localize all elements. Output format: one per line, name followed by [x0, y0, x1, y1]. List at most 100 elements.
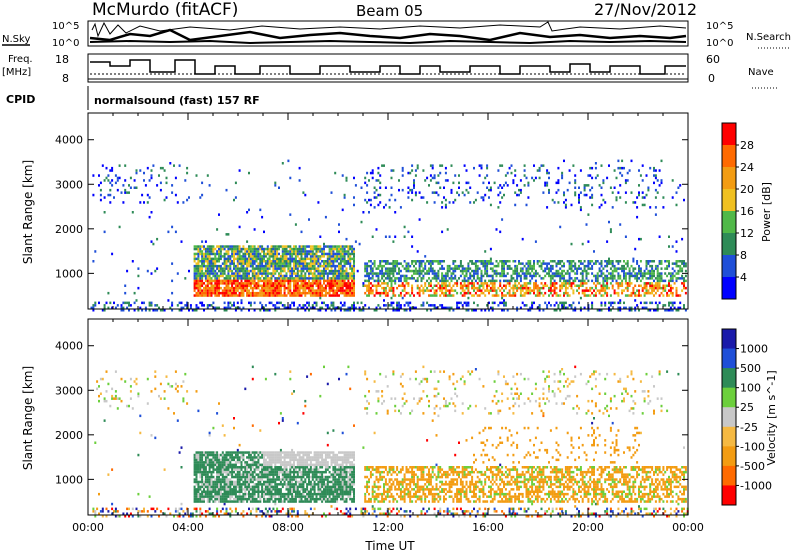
echo-cell [506, 291, 509, 295]
echo-cell [341, 269, 344, 273]
echo-cell [589, 188, 592, 192]
echo-cell [242, 456, 245, 459]
echo-cell [308, 291, 310, 295]
echo-cell [531, 301, 534, 305]
echo-cell [146, 201, 149, 204]
echo-cell [428, 269, 430, 273]
echo-cell [326, 252, 329, 256]
echo-cell [366, 284, 369, 287]
echo-cell [559, 272, 562, 275]
echo-cell [289, 247, 292, 251]
echo-cell [270, 279, 273, 283]
echo-cell [259, 289, 262, 292]
echo-cell [600, 164, 603, 167]
echo-cell [336, 306, 339, 310]
echo-cell [495, 269, 498, 273]
echo-cell [531, 304, 534, 307]
echo-cell [664, 267, 667, 270]
echo-cell [246, 473, 249, 476]
echo-cell [450, 279, 453, 283]
echo-cell [579, 206, 582, 209]
echo-cell [474, 267, 477, 270]
echo-cell [279, 260, 282, 263]
echo-cell [236, 279, 239, 283]
echo-cell [349, 255, 352, 258]
echo-cell [120, 309, 123, 312]
echo-cell [274, 257, 277, 261]
echo-cell [514, 294, 517, 297]
echo-cell [244, 488, 247, 491]
echo-cell [647, 188, 650, 192]
echo-cell [656, 269, 659, 273]
echo-cell [315, 279, 318, 283]
echo-cell [206, 262, 209, 265]
echo-cell [343, 262, 346, 265]
echo-cell [334, 289, 337, 292]
echo-cell [364, 181, 367, 185]
echo-cell [638, 277, 640, 280]
echo-cell [341, 291, 344, 295]
echo-cell [283, 277, 286, 280]
echo-cell [675, 191, 678, 194]
echo-cell [278, 277, 280, 280]
echo-cell [506, 184, 509, 187]
echo-cell [332, 252, 335, 256]
echo-cell [512, 289, 515, 292]
echo-cell [336, 247, 339, 251]
echo-cell [377, 274, 380, 278]
echo-cell [403, 235, 406, 238]
echo-cell [501, 309, 504, 312]
echo-cell [615, 196, 618, 199]
echo-cell [300, 277, 303, 280]
echo-cell [113, 397, 115, 400]
echo-cell [223, 252, 226, 256]
echo-cell [317, 262, 320, 265]
echo-cell [339, 301, 342, 305]
echo-cell [120, 304, 123, 307]
echo-cell [278, 260, 280, 263]
echo-cell [208, 260, 211, 263]
echo-cell [668, 289, 670, 292]
echo-cell [452, 289, 455, 292]
echo-cell [681, 277, 684, 280]
echo-cell [390, 186, 393, 189]
echo-cell [626, 284, 629, 287]
echo-cell [480, 279, 483, 283]
echo-cell [227, 294, 230, 297]
echo-cell [324, 267, 327, 270]
echo-cell [229, 245, 232, 248]
echo-cell [246, 466, 249, 469]
echo-cell [248, 269, 250, 273]
echo-cell [208, 434, 211, 437]
echo-cell [671, 279, 674, 283]
echo-cell [315, 255, 318, 258]
echo-cell [223, 309, 226, 312]
echo-cell [684, 269, 687, 273]
echo-cell [488, 181, 490, 185]
echo-cell [246, 277, 249, 280]
echo-cell [193, 507, 196, 511]
echo-cell [259, 272, 262, 275]
echo-cell [516, 269, 519, 273]
echo-cell [613, 269, 616, 273]
echo-cell [105, 370, 108, 373]
echo-cell [480, 274, 483, 278]
echo-cell [557, 179, 560, 182]
echo-cell [225, 188, 228, 192]
echo-cell [244, 267, 247, 270]
echo-cell [214, 480, 217, 484]
echo-cell [304, 245, 307, 248]
echo-cell [594, 279, 597, 283]
echo-cell [315, 289, 318, 292]
echo-cell [195, 252, 198, 256]
echo-cell [630, 159, 633, 163]
echo-cell [253, 274, 256, 278]
echo-cell [203, 463, 205, 467]
echo-cell [349, 245, 352, 248]
echo-cell [244, 250, 247, 253]
echo-cell [129, 390, 132, 393]
echo-cell [334, 284, 337, 287]
echo-cell [456, 264, 459, 268]
echo-cell [677, 277, 680, 280]
echo-cell [630, 306, 633, 310]
